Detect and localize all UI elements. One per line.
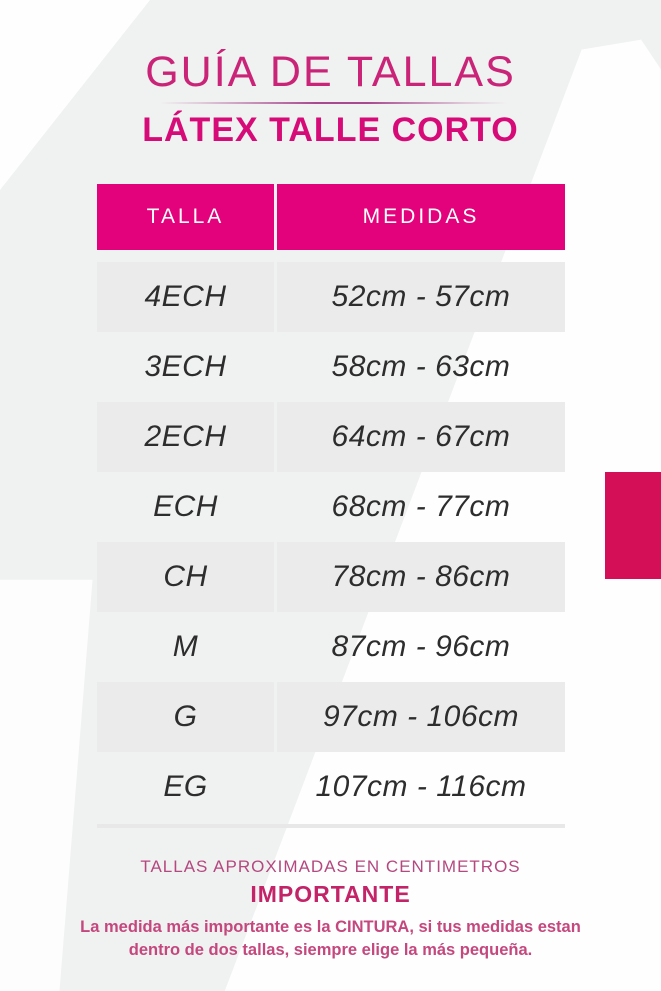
table-row: 4ECH 52cm - 57cm [97, 262, 565, 332]
table-bottom-border [97, 824, 565, 828]
cell-medidas: 87cm - 96cm [331, 630, 511, 663]
cell-medidas: 97cm - 106cm [277, 682, 565, 752]
cell-medidas: 64cm - 67cm [277, 402, 565, 472]
cell-talla: G [97, 682, 274, 752]
cell-talla: EG [163, 770, 208, 803]
cell-talla: 2ECH [97, 402, 274, 472]
size-table: TALLA MEDIDAS 4ECH 52cm - 57cm 3ECH 58cm… [97, 184, 565, 828]
cell-medidas: 52cm - 57cm [277, 262, 565, 332]
table-body: 4ECH 52cm - 57cm 3ECH 58cm - 63cm 2ECH 6… [97, 262, 565, 822]
table-row: 2ECH 64cm - 67cm [97, 402, 565, 472]
cell-medidas: 78cm - 86cm [277, 542, 565, 612]
important-label: IMPORTANTE [250, 881, 411, 907]
table-row: 3ECH 58cm - 63cm [97, 332, 565, 402]
cell-medidas: 68cm - 77cm [331, 490, 511, 523]
column-header-talla: TALLA [97, 184, 274, 250]
cell-medidas: 58cm - 63cm [331, 350, 511, 383]
table-header-row: TALLA MEDIDAS [97, 184, 565, 250]
table-row: EG 107cm - 116cm [97, 752, 565, 822]
accent-rectangle [605, 472, 661, 579]
page-title: GUÍA DE TALLAS [145, 48, 516, 96]
cell-talla: CH [97, 542, 274, 612]
table-row: CH 78cm - 86cm [97, 542, 565, 612]
cell-medidas: 107cm - 116cm [315, 770, 527, 803]
cell-talla: ECH [153, 490, 218, 523]
page-subtitle: LÁTEX TALLE CORTO [142, 111, 519, 149]
footer-caps-note: TALLAS APROXIMADAS EN CENTIMETROS [140, 857, 521, 876]
table-row: ECH 68cm - 77cm [97, 472, 565, 542]
table-row: M 87cm - 96cm [97, 612, 565, 682]
title-divider [160, 102, 506, 104]
cell-talla: 3ECH [144, 350, 227, 383]
cell-talla: M [172, 630, 199, 663]
table-row: G 97cm - 106cm [97, 682, 565, 752]
cell-talla: 4ECH [97, 262, 274, 332]
column-header-medidas: MEDIDAS [277, 184, 565, 250]
important-note: La medida más importante es la CINTURA, … [80, 918, 581, 959]
